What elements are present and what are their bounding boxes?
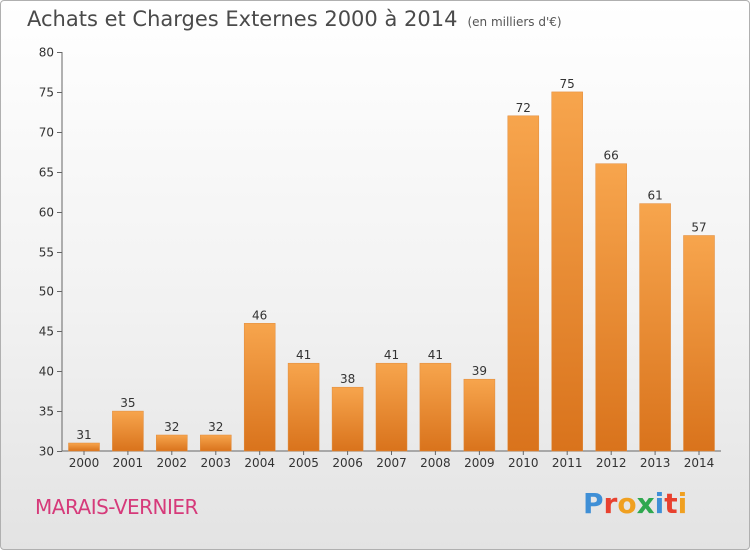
value-label-2007: 41	[384, 348, 399, 362]
value-label-2014: 57	[691, 221, 706, 235]
x-tick-label-2012: 2012	[596, 456, 627, 470]
bar-2003	[200, 434, 232, 452]
value-label-2005: 41	[296, 348, 311, 362]
value-label-2004: 46	[252, 308, 267, 322]
logo-letter: r	[603, 487, 618, 520]
bar-2006	[331, 386, 364, 452]
x-tick-label-2001: 2001	[113, 456, 144, 470]
x-tick-label-2009: 2009	[464, 456, 495, 470]
y-tick-label-40: 40	[39, 365, 54, 379]
x-tick-label-2013: 2013	[640, 456, 671, 470]
x-tick-label-2003: 2003	[201, 456, 232, 470]
bar-2004	[243, 323, 276, 452]
bar-2002	[156, 434, 188, 452]
logo-letter: t	[664, 487, 678, 520]
y-tick-label-65: 65	[39, 166, 54, 180]
bar-2007	[375, 362, 408, 452]
x-tick-label-2004: 2004	[244, 456, 275, 470]
x-tick-label-2008: 2008	[420, 456, 451, 470]
x-tick-label-2005: 2005	[288, 456, 319, 470]
bar-2000	[68, 442, 100, 452]
chart-unit-note: (en milliers d'€)	[467, 15, 562, 29]
y-tick-label-55: 55	[39, 246, 54, 260]
bar-2010	[507, 115, 540, 452]
value-label-2002: 32	[164, 420, 179, 434]
chart-title-text: Achats et Charges Externes 2000 à 2014	[27, 7, 458, 31]
value-label-2008: 41	[428, 348, 443, 362]
proxiti-logo: Proxiti	[583, 487, 687, 520]
x-tick-label-2014: 2014	[684, 456, 715, 470]
bar-2014	[683, 235, 715, 452]
y-tick-label-50: 50	[39, 285, 54, 299]
logo-letter: x	[636, 487, 655, 520]
x-tick-label-2000: 2000	[69, 456, 100, 470]
y-tick-label-75: 75	[39, 86, 54, 100]
value-label-2003: 32	[208, 420, 223, 434]
y-tick-label-35: 35	[39, 405, 54, 419]
bar-2008	[419, 362, 452, 452]
x-tick-label-2011: 2011	[552, 456, 583, 470]
y-tick-label-30: 30	[39, 445, 54, 459]
value-label-2010: 72	[516, 101, 531, 115]
bar-2009	[463, 378, 496, 452]
value-label-2000: 31	[76, 428, 91, 442]
town-name: MARAIS-VERNIER	[35, 495, 198, 519]
bar-2012	[595, 163, 627, 452]
value-label-2013: 61	[647, 189, 662, 203]
value-label-2009: 39	[472, 364, 487, 378]
y-tick-label-70: 70	[39, 126, 54, 140]
bar-2001	[112, 410, 144, 452]
value-label-2006: 38	[340, 372, 355, 386]
chart-title: Achats et Charges Externes 2000 à 2014 (e…	[27, 7, 562, 31]
value-label-2012: 66	[604, 149, 619, 163]
bar-2013	[639, 203, 671, 452]
logo-letter: P	[583, 487, 604, 520]
bar-2011	[551, 91, 583, 452]
x-tick-label-2007: 2007	[376, 456, 407, 470]
logo-letter: o	[617, 487, 637, 520]
y-tick-label-45: 45	[39, 325, 54, 339]
y-tick-label-60: 60	[39, 206, 54, 220]
value-label-2001: 35	[120, 396, 135, 410]
logo-letter: i	[654, 487, 665, 520]
bar-2005	[287, 362, 320, 452]
x-tick-label-2002: 2002	[157, 456, 188, 470]
logo-letter: i	[677, 487, 688, 520]
value-label-2011: 75	[560, 77, 575, 91]
x-tick-label-2010: 2010	[508, 456, 539, 470]
x-tick-label-2006: 2006	[332, 456, 363, 470]
y-tick-label-80: 80	[39, 46, 54, 60]
